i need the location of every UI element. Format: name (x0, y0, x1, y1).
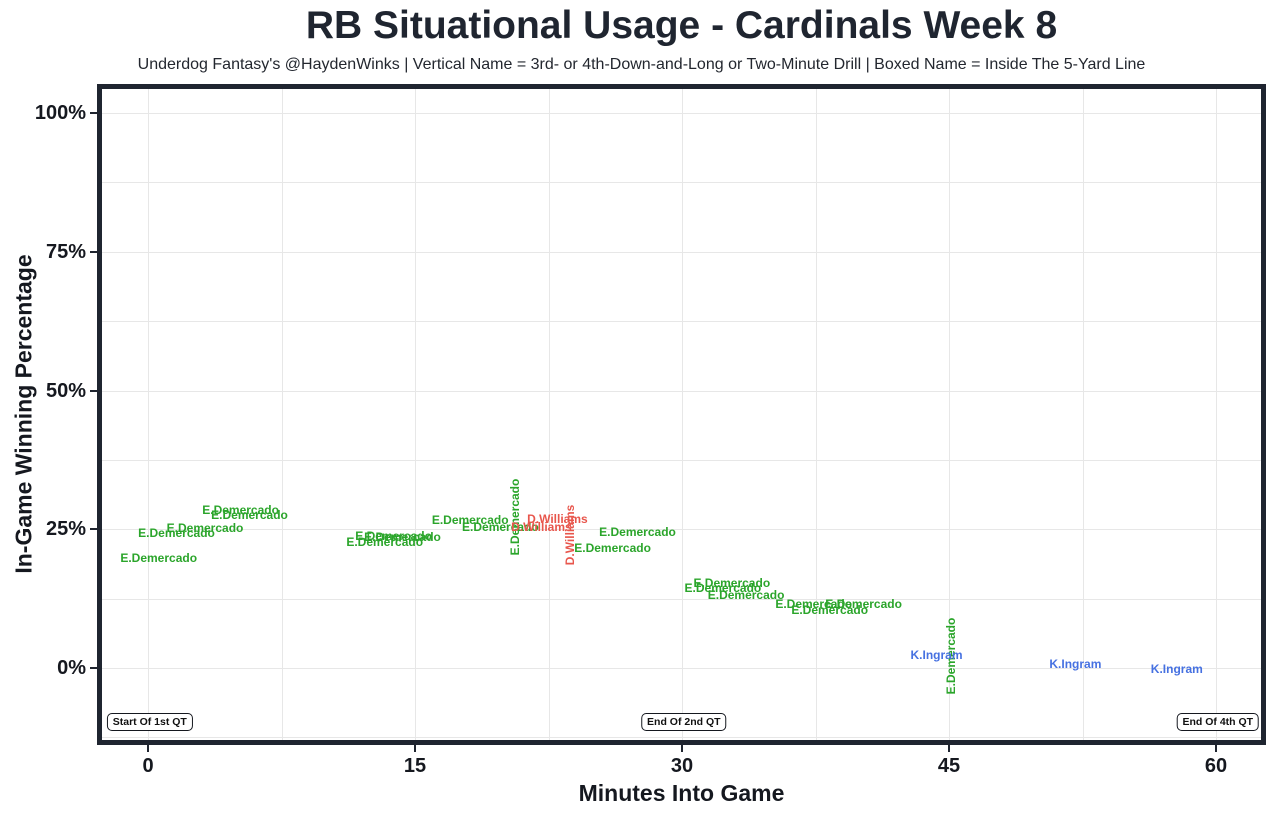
x-axis-title: Minutes Into Game (578, 780, 785, 806)
data-label-e-demercado: E.Demercado (693, 576, 771, 591)
gridline-vertical (415, 89, 416, 740)
annotation-box: Start Of 1st QT (106, 712, 193, 731)
y-tick-label: 25% (45, 518, 86, 541)
gridline-horizontal (102, 529, 1261, 531)
gridline-horizontal (102, 321, 1261, 323)
gridline-horizontal (102, 668, 1261, 669)
y-tick-mark (90, 528, 97, 531)
data-label-e-demercado: E.Demercado (462, 520, 539, 534)
gridline-vertical (949, 89, 950, 740)
gridline-vertical (281, 89, 283, 740)
x-tick-mark (414, 745, 416, 752)
data-label-d-williams: D.Williams (511, 520, 572, 534)
data-label-e-demercado: E.Demercado (574, 541, 651, 556)
data-label-e-demercado: E.Demercado (355, 528, 432, 543)
gridline-horizontal (102, 113, 1261, 114)
y-tick-mark (90, 389, 97, 392)
y-tick-mark (90, 112, 97, 114)
data-label-e-demercado: E.Demercado (364, 530, 441, 544)
data-label-e-demercado: E.Demercado (599, 525, 676, 539)
data-label-e-demercado: E.Demercado (684, 581, 762, 596)
data-label-e-demercado: E.Demercado (138, 526, 215, 541)
data-label-e-demercado: E.Demercado (825, 597, 902, 612)
x-tick-label: 60 (1204, 755, 1228, 777)
data-label-e-demercado: E.Demercado (707, 587, 785, 602)
gridline-horizontal (102, 390, 1261, 392)
y-tick-label: 100% (34, 102, 86, 124)
data-label-e-demercado: E.Demercado (211, 507, 288, 522)
data-label-k-ingram: K.Ingram (1049, 657, 1102, 672)
x-tick-label: 45 (937, 755, 961, 777)
gridline-vertical (1082, 89, 1084, 740)
data-label-d-williams: D.Williams (527, 512, 588, 527)
chart-subtitle: Underdog Fantasy's @HaydenWinks | Vertic… (137, 56, 1146, 73)
x-tick-label: 0 (142, 755, 154, 777)
data-label-d-williams: D.Williams (562, 504, 577, 566)
data-label-e-demercado: E.Demercado (202, 502, 279, 517)
x-tick-mark (948, 745, 950, 752)
data-label-e-demercado: E.Demercado (507, 478, 522, 556)
y-tick-mark (90, 667, 97, 669)
annotation-box: End Of 2nd QT (641, 712, 727, 731)
plot-frame: E.Demercado E.Demercado E.Demercado E.Demer… (97, 84, 1266, 745)
gridline-horizontal (102, 598, 1261, 600)
y-tick-label: 75% (45, 240, 86, 263)
data-label-k-ingram: K.Ingram (910, 648, 963, 663)
gridline-horizontal (102, 737, 1261, 739)
gridline-vertical (682, 89, 683, 740)
plot-canvas: E.Demercado E.Demercado E.Demercado E.Demer… (102, 89, 1261, 740)
data-label-e-demercado: E.Demercado (166, 521, 244, 536)
annotation-box: End Of 4th QT (1176, 712, 1260, 731)
gridline-vertical (815, 89, 817, 740)
gridline-vertical (1216, 89, 1217, 740)
data-label-e-demercado: E.Demercado (791, 602, 869, 617)
x-tick-mark (1215, 745, 1217, 752)
gridline-horizontal (102, 459, 1261, 461)
gridline-horizontal (102, 182, 1261, 184)
gridline-vertical (548, 89, 550, 740)
data-label-k-ingram: K.Ingram (1150, 662, 1203, 677)
data-label-e-demercado: E.Demercado (431, 512, 509, 527)
x-tick-mark (147, 745, 149, 752)
x-tick-mark (681, 745, 683, 752)
data-label-e-demercado: E.Demercado (346, 535, 424, 549)
y-tick-label: 50% (45, 379, 86, 402)
gridline-vertical (148, 89, 149, 740)
x-tick-label: 30 (670, 755, 694, 777)
x-tick-label: 15 (403, 755, 427, 777)
data-label-e-demercado: E.Demercado (775, 597, 853, 612)
y-tick-mark (90, 250, 97, 253)
chart-title: RB Situational Usage - Cardinals Week 8 (305, 4, 1058, 47)
data-label-e-demercado: E.Demercado (120, 551, 198, 566)
gridline-horizontal (102, 251, 1261, 253)
y-tick-label: 0% (57, 657, 86, 679)
